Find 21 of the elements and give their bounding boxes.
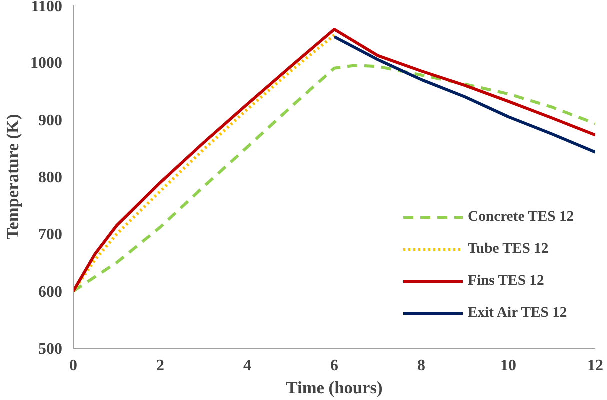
x-tick-label: 4: [244, 358, 252, 374]
x-tick-label: 0: [70, 358, 78, 374]
x-tick-label: 8: [418, 358, 426, 374]
y-tick-label: 900: [38, 112, 62, 130]
legend-label: Concrete TES 12: [468, 208, 574, 226]
y-tick-label: 1100: [31, 0, 63, 16]
y-tick-label: 600: [38, 284, 62, 301]
y-tick-label: 1000: [30, 55, 62, 72]
legend-label: Tube TES 12: [468, 240, 549, 258]
y-tick-label: 500: [38, 341, 62, 358]
y-tick-label: 800: [38, 170, 62, 186]
x-tick-label: 10: [500, 358, 516, 374]
x-tick-label: 12: [588, 358, 604, 374]
line-series: [333, 35, 596, 154]
x-axis-title: Time (hours): [286, 378, 383, 398]
legend-label: Exit Air TES 12: [468, 304, 568, 322]
x-tick-label: 2: [156, 358, 164, 374]
legend-label: Fins TES 12: [468, 272, 544, 290]
y-tick-label: 700: [38, 226, 62, 244]
x-tick-label: 6: [330, 358, 338, 374]
y-axis-title: Temperature (K): [4, 114, 22, 240]
